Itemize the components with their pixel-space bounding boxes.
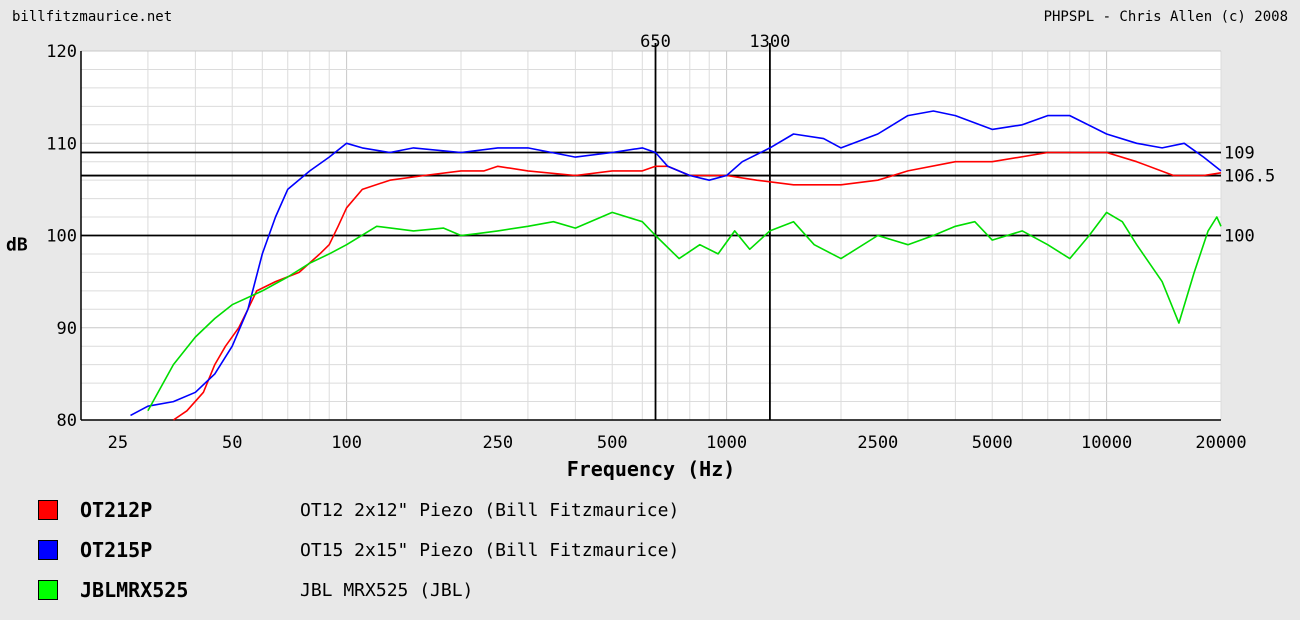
x-tick-label: 25 — [108, 433, 128, 453]
horizontal-marker-label: 106.5 — [1224, 167, 1275, 187]
series-line-ot212p — [172, 151, 1222, 421]
x-tick-label: 250 — [482, 433, 513, 453]
frequency-response-chart: 109 106.5 100 650 1300 25 50 100 250 500 1000 2500 5… — [6, 32, 1275, 481]
legend-series-name: JBLMRX525 — [80, 578, 189, 602]
site-label: billfitzmaurice.net — [12, 9, 173, 25]
y-tick-label: 110 — [46, 134, 77, 154]
vertical-marker-label: 1300 — [749, 32, 790, 52]
x-tick-label: 2500 — [857, 433, 898, 453]
horizontal-marker-label: 109 — [1224, 143, 1255, 163]
legend-item: JBLMRX525 JBL MRX525 (JBL) — [0, 576, 900, 616]
y-tick-label: 120 — [46, 42, 77, 62]
legend-series-name: OT215P — [80, 538, 153, 562]
legend-swatch — [38, 580, 58, 600]
x-tick-label: 100 — [331, 433, 362, 453]
horizontal-marker-label: 100 — [1224, 227, 1255, 247]
legend-series-description: JBL MRX525 (JBL) — [300, 580, 474, 601]
legend-swatch — [38, 500, 58, 520]
x-tick-label: 20000 — [1195, 433, 1246, 453]
x-tick-label: 50 — [222, 433, 242, 453]
x-tick-label: 10000 — [1081, 433, 1132, 453]
x-tick-label: 1000 — [706, 433, 747, 453]
legend-series-name: OT212P — [80, 498, 153, 522]
x-tick-label: 5000 — [972, 433, 1013, 453]
y-axis-label: dB — [6, 235, 28, 256]
legend: OT212P OT12 2x12" Piezo (Bill Fitzmauric… — [0, 496, 900, 616]
copyright-label: PHPSPL - Chris Allen (c) 2008 — [1043, 9, 1288, 25]
x-axis-label: Frequency (Hz) — [567, 457, 736, 481]
x-tick-label: 500 — [597, 433, 628, 453]
legend-item: OT212P OT12 2x12" Piezo (Bill Fitzmauric… — [0, 496, 900, 536]
series-line-ot215p — [130, 110, 1222, 417]
legend-item: OT215P OT15 2x15" Piezo (Bill Fitzmauric… — [0, 536, 900, 576]
legend-swatch — [38, 540, 58, 560]
legend-series-description: OT12 2x12" Piezo (Bill Fitzmaurice) — [300, 500, 680, 521]
y-tick-label: 100 — [46, 227, 77, 247]
y-tick-label: 90 — [57, 319, 77, 339]
vertical-marker-label: 650 — [640, 32, 671, 52]
y-tick-label: 80 — [57, 411, 77, 431]
legend-series-description: OT15 2x15" Piezo (Bill Fitzmaurice) — [300, 540, 680, 561]
series-line-jblmrx525 — [147, 211, 1222, 412]
